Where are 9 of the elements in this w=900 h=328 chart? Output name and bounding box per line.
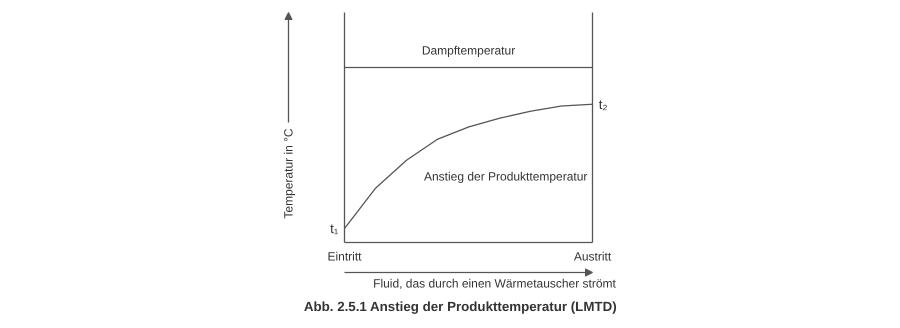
x-tick-label: Eintritt bbox=[327, 250, 362, 264]
series-label: Anstieg der Produkttemperatur bbox=[424, 170, 588, 184]
text: Abb. 2.5.1 Anstieg der Produkttemperatur (LMTD) bbox=[304, 299, 617, 314]
annotation: t₁ bbox=[330, 221, 339, 236]
x-tick-label: Austritt bbox=[574, 250, 612, 264]
y-axis-title: Temperatur in °C bbox=[282, 128, 296, 219]
annotation: t₂ bbox=[598, 96, 608, 112]
series-label: Dampftemperatur bbox=[422, 44, 516, 58]
x-axis-title: Fluid, das durch einen Wärmetauscher strömt bbox=[373, 276, 617, 290]
